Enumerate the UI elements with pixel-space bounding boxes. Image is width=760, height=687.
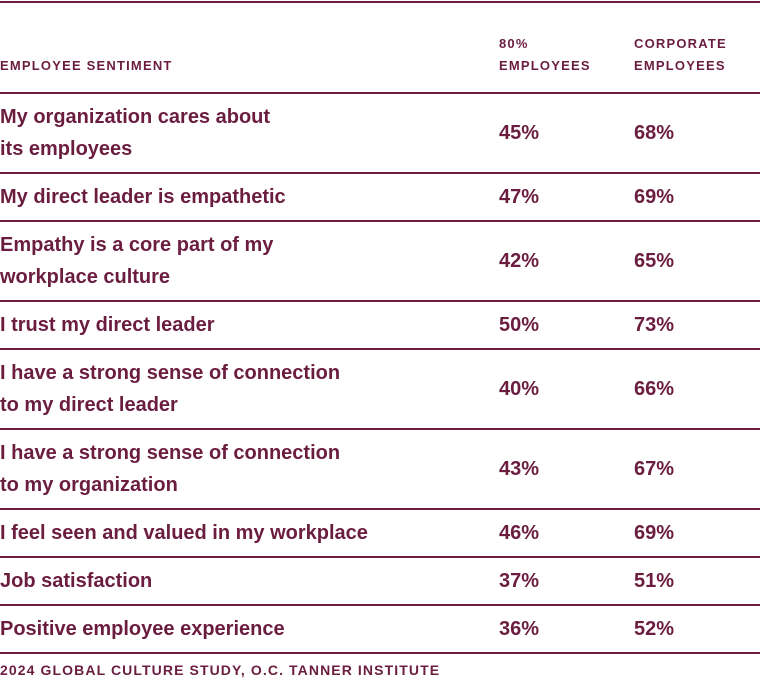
value-80-employees: 37%	[499, 558, 634, 606]
value-80-employees: 46%	[499, 510, 634, 558]
sentiment-cell: My direct leader is empathetic	[0, 174, 499, 222]
sentiment-cell: I have a strong sense of connection to my…	[0, 350, 499, 430]
value-corporate-employees: 66%	[634, 350, 760, 430]
sentiment-cell: I have a strong sense of connection to my…	[0, 430, 499, 510]
value-corporate-employees: 67%	[634, 430, 760, 510]
table-row: I feel seen and valued in my workplace 46…	[0, 510, 760, 558]
value-corporate-employees: 69%	[634, 510, 760, 558]
sentiment-text: My organization cares about	[0, 106, 271, 128]
sentiment-cell: Job satisfaction	[0, 558, 499, 606]
header-line: EMPLOYEES	[634, 58, 726, 73]
sentiment-cell: My organization cares about its employees	[0, 94, 499, 174]
employee-sentiment-table: EMPLOYEE SENTIMENT 80% EMPLOYEES CORPORAT…	[0, 1, 760, 654]
table-row: My organization cares about its employees…	[0, 94, 760, 174]
header-row: EMPLOYEE SENTIMENT 80% EMPLOYEES CORPORAT…	[0, 1, 760, 94]
header-employee-sentiment: EMPLOYEE SENTIMENT	[0, 1, 499, 94]
sentiment-cell: I trust my direct leader	[0, 302, 499, 350]
source-caption: 2024 GLOBAL CULTURE STUDY, O.C. TANNER I…	[0, 662, 441, 678]
sentiment-text: Positive employee experience	[0, 618, 285, 640]
header-line: EMPLOYEES	[499, 58, 591, 73]
sentiment-cell: Positive employee experience	[0, 606, 499, 654]
value-corporate-employees: 52%	[634, 606, 760, 654]
table-row: Empathy is a core part of my workplace cu…	[0, 222, 760, 302]
value-80-employees: 43%	[499, 430, 634, 510]
sentiment-text: My direct leader is empathetic	[0, 186, 286, 208]
value-80-employees: 36%	[499, 606, 634, 654]
value-corporate-employees: 69%	[634, 174, 760, 222]
header-line: 80%	[499, 36, 529, 51]
sentiment-text: I feel seen and valued in my workplace	[0, 522, 368, 544]
sentiment-cell: Empathy is a core part of my workplace cu…	[0, 222, 499, 302]
sentiment-text: workplace culture	[0, 266, 171, 288]
value-80-employees: 42%	[499, 222, 634, 302]
sentiment-text: I have a strong sense of connection	[0, 362, 341, 384]
sentiment-text: Empathy is a core part of my	[0, 234, 274, 256]
sentiment-text: I have a strong sense of connection	[0, 442, 341, 464]
sentiment-text: to my direct leader	[0, 394, 178, 416]
sentiment-text: Job satisfaction	[0, 570, 153, 592]
value-corporate-employees: 65%	[634, 222, 760, 302]
table-row: I have a strong sense of connection to my…	[0, 350, 760, 430]
value-80-employees: 40%	[499, 350, 634, 430]
table-row: My direct leader is empathetic 47% 69%	[0, 174, 760, 222]
sentiment-cell: I feel seen and valued in my workplace	[0, 510, 499, 558]
table-row: Job satisfaction 37% 51%	[0, 558, 760, 606]
header-corporate-employees: CORPORATE EMPLOYEES	[634, 1, 760, 94]
table-row: Positive employee experience 36% 52%	[0, 606, 760, 654]
header-line: CORPORATE	[634, 36, 727, 51]
value-corporate-employees: 68%	[634, 94, 760, 174]
value-corporate-employees: 51%	[634, 558, 760, 606]
sentiment-text: I trust my direct leader	[0, 314, 215, 336]
table-row: I trust my direct leader 50% 73%	[0, 302, 760, 350]
header-80-employees: 80% EMPLOYEES	[499, 1, 634, 94]
value-80-employees: 45%	[499, 94, 634, 174]
sentiment-text: to my organization	[0, 474, 178, 496]
value-80-employees: 50%	[499, 302, 634, 350]
value-corporate-employees: 73%	[634, 302, 760, 350]
table-row: I have a strong sense of connection to my…	[0, 430, 760, 510]
value-80-employees: 47%	[499, 174, 634, 222]
sentiment-text: its employees	[0, 138, 133, 160]
